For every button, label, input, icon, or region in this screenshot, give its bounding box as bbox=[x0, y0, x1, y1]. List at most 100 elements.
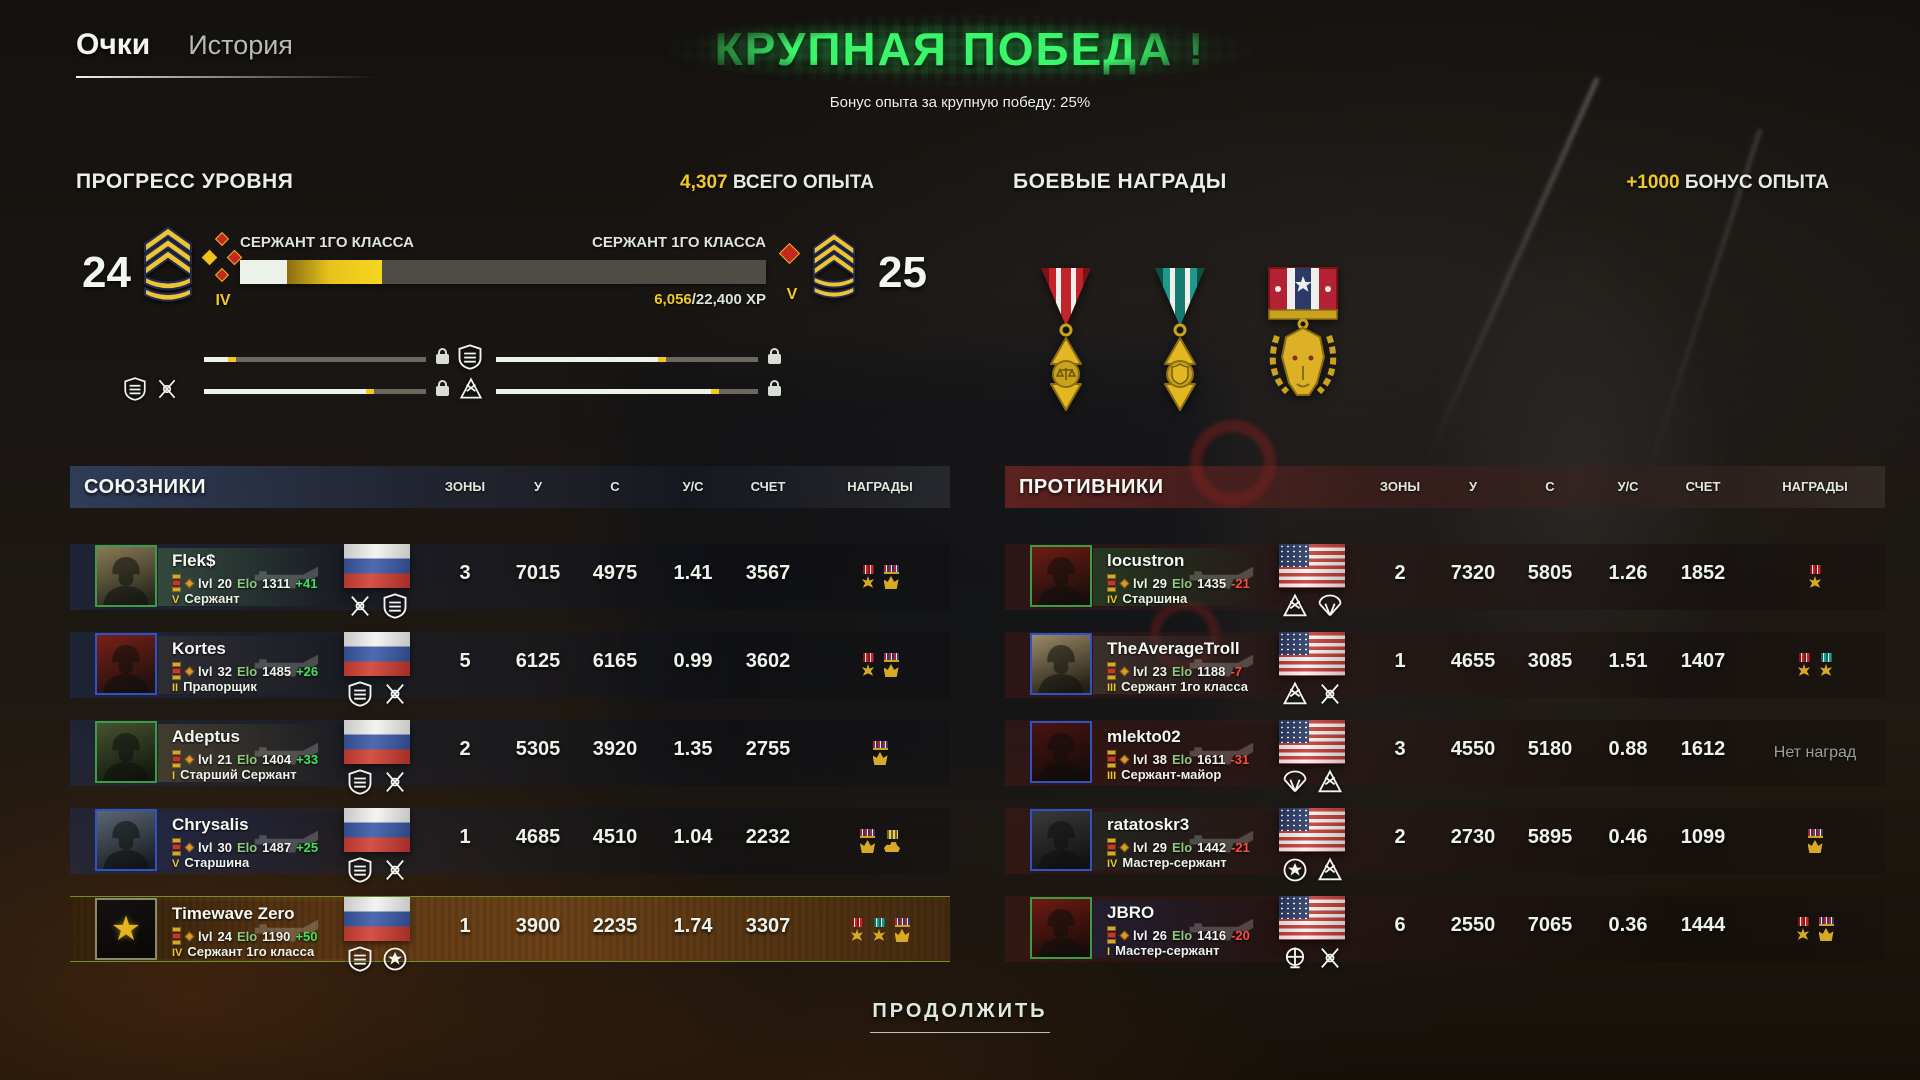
unit-badges bbox=[346, 856, 409, 884]
column-kills: У bbox=[1468, 479, 1478, 494]
player-row[interactable]: ★ ratatoskr3 lvl 29 Elo 1442 -21 IV Маст… bbox=[1005, 808, 1885, 874]
lvl-value: 29 bbox=[1152, 575, 1167, 591]
lvl-value: 29 bbox=[1152, 839, 1167, 855]
lvl-label: lvl bbox=[1133, 575, 1148, 591]
country-flag-icon bbox=[344, 544, 410, 588]
player-avatar: ★ bbox=[1030, 545, 1092, 607]
award-medal-icon bbox=[1796, 917, 1810, 941]
weapon-progress-bar bbox=[496, 357, 758, 362]
player-name: Flek$ bbox=[172, 551, 216, 570]
elo-label: Elo bbox=[236, 575, 258, 591]
player-name: mlekto02 bbox=[1107, 727, 1181, 746]
weapon-progress-bar bbox=[204, 389, 426, 394]
soldier-silhouette-icon bbox=[97, 635, 155, 693]
tab-history[interactable]: История bbox=[188, 30, 293, 60]
award-medal-icon bbox=[1818, 917, 1834, 941]
player-avatar: ★ bbox=[1030, 897, 1092, 959]
unit-badge-icon bbox=[1316, 944, 1344, 972]
victory-title: КРУПНАЯ ПОБЕДА ! bbox=[714, 23, 1206, 75]
column-score: СЧЕТ bbox=[750, 479, 786, 494]
player-row[interactable]: ★ Adeptus lvl 21 Elo 1404 +33 I Старший … bbox=[70, 720, 950, 786]
tier-roman: I bbox=[172, 770, 176, 782]
rank-name: Сержант 1го класса bbox=[1121, 679, 1249, 694]
player-info: lvl 32 Elo 1485 +26 bbox=[172, 662, 318, 680]
player-name: Kortes bbox=[172, 639, 226, 658]
player-row[interactable]: ★ Flek$ lvl 20 Elo 1311 +41 V Сержант 3 … bbox=[70, 544, 950, 610]
tier-diamond-icon bbox=[1119, 578, 1130, 588]
player-avatar: ★ bbox=[1030, 633, 1092, 695]
player-row[interactable]: ★ locustron lvl 29 Elo 1435 -21 IV Старш… bbox=[1005, 544, 1885, 610]
stat-zones: 2 bbox=[459, 738, 471, 760]
player-row[interactable]: ★ JBRO lvl 26 Elo 1416 -20 I Мастер-серж… bbox=[1005, 896, 1885, 962]
xp-bar-gained bbox=[287, 260, 382, 284]
tier-roman: V bbox=[172, 594, 180, 606]
xp-progress-block: СЕРЖАНТ 1ГО КЛАССА СЕРЖАНТ 1ГО КЛАССА 6,… bbox=[240, 234, 766, 308]
stat-kd: 0.46 bbox=[1608, 826, 1648, 848]
player-info: lvl 23 Elo 1188 -7 bbox=[1107, 662, 1242, 680]
stat-kills: 4550 bbox=[1450, 738, 1496, 760]
tier-roman: III bbox=[1107, 770, 1117, 782]
award-medal-icon bbox=[850, 918, 864, 942]
enemies-rows: ★ locustron lvl 29 Elo 1435 -21 IV Старш… bbox=[1005, 544, 1885, 962]
elo-delta: +50 bbox=[295, 928, 318, 944]
player-awards bbox=[822, 732, 938, 774]
current-level: 24 bbox=[82, 248, 131, 297]
shield-star-medal-icon bbox=[1155, 268, 1205, 411]
allies-table-header: СОЮЗНИКИ ЗОНЫ У С У/С СЧЕТ НАГРАДЫ bbox=[70, 466, 950, 508]
unit-badges bbox=[1281, 768, 1344, 796]
continue-button[interactable]: ПРОДОЛЖИТЬ bbox=[0, 1000, 1920, 1033]
tier-diamond-icon bbox=[1119, 666, 1130, 676]
soldier-silhouette-icon bbox=[97, 723, 155, 781]
player-info: lvl 29 Elo 1435 -21 bbox=[1107, 574, 1250, 592]
lock-icon bbox=[436, 380, 449, 396]
tank-badge-icon bbox=[154, 376, 180, 402]
player-row[interactable]: ★ Kortes lvl 32 Elo 1485 +26 II Прапорщи… bbox=[70, 632, 950, 698]
player-row[interactable]: ★ mlekto02 lvl 38 Elo 1611 -31 III Сержа… bbox=[1005, 720, 1885, 786]
player-avatar: ★ bbox=[95, 898, 157, 960]
player-awards bbox=[822, 556, 938, 598]
stat-zones: 3 bbox=[1394, 738, 1406, 760]
stat-score: 1407 bbox=[1680, 650, 1726, 672]
tier-diamond-icon bbox=[184, 578, 195, 588]
soldier-silhouette-icon bbox=[1032, 635, 1090, 693]
stat-deaths: 5180 bbox=[1527, 738, 1573, 760]
victory-header: КРУПНАЯ ПОБЕДА ! bbox=[0, 12, 1920, 88]
lvl-value: 30 bbox=[217, 839, 232, 855]
soldier-silhouette-icon bbox=[97, 811, 155, 869]
stat-kills: 5305 bbox=[515, 738, 561, 760]
rank-stripes-icon bbox=[1107, 926, 1116, 944]
unit-badge-icon bbox=[346, 768, 374, 796]
stat-kills: 2730 bbox=[1450, 826, 1496, 848]
player-info: lvl 21 Elo 1404 +33 bbox=[172, 750, 318, 768]
lvl-value: 24 bbox=[217, 928, 232, 944]
tier-roman: IV bbox=[1107, 594, 1118, 606]
player-row[interactable]: ★ Chrysalis lvl 30 Elo 1487 +25 V Старши… bbox=[70, 808, 950, 874]
player-awards bbox=[822, 820, 938, 862]
stat-score: 3602 bbox=[745, 650, 791, 672]
column-kd: У/С bbox=[1617, 479, 1639, 494]
unit-badge-icon bbox=[1281, 856, 1309, 884]
player-row[interactable]: ★ TheAverageTroll lvl 23 Elo 1188 -7 III… bbox=[1005, 632, 1885, 698]
player-name-banner bbox=[158, 901, 350, 959]
lvl-label: lvl bbox=[198, 663, 213, 679]
elo-delta: +33 bbox=[296, 751, 319, 767]
player-name-banner bbox=[158, 636, 350, 694]
award-medal-icon bbox=[884, 830, 900, 852]
elo-label: Elo bbox=[1171, 663, 1193, 679]
column-score: СЧЕТ bbox=[1685, 479, 1721, 494]
enemies-panel: ПРОТИВНИКИ ЗОНЫ У С У/С СЧЕТ НАГРАДЫ ★ l… bbox=[1005, 466, 1885, 984]
rank-stripes-icon bbox=[172, 927, 181, 945]
award-medal-icon bbox=[861, 565, 875, 589]
tab-points[interactable]: Очки bbox=[76, 28, 151, 61]
tier-diamond-icon bbox=[184, 754, 195, 764]
lvl-value: 26 bbox=[1152, 927, 1167, 943]
tier-current-roman: IV bbox=[215, 292, 231, 309]
unit-badges bbox=[1281, 856, 1344, 884]
player-row[interactable]: ★ Timewave Zero lvl 24 Elo 1190 +50 IV С… bbox=[70, 896, 950, 962]
lock-icon bbox=[436, 348, 449, 364]
player-rank: IV Мастер-сержант bbox=[1107, 855, 1227, 870]
tank-badge-icon bbox=[458, 376, 484, 402]
stat-kd: 0.88 bbox=[1608, 738, 1648, 760]
lock-icon bbox=[768, 380, 781, 396]
award-medal-icon bbox=[1819, 653, 1833, 677]
